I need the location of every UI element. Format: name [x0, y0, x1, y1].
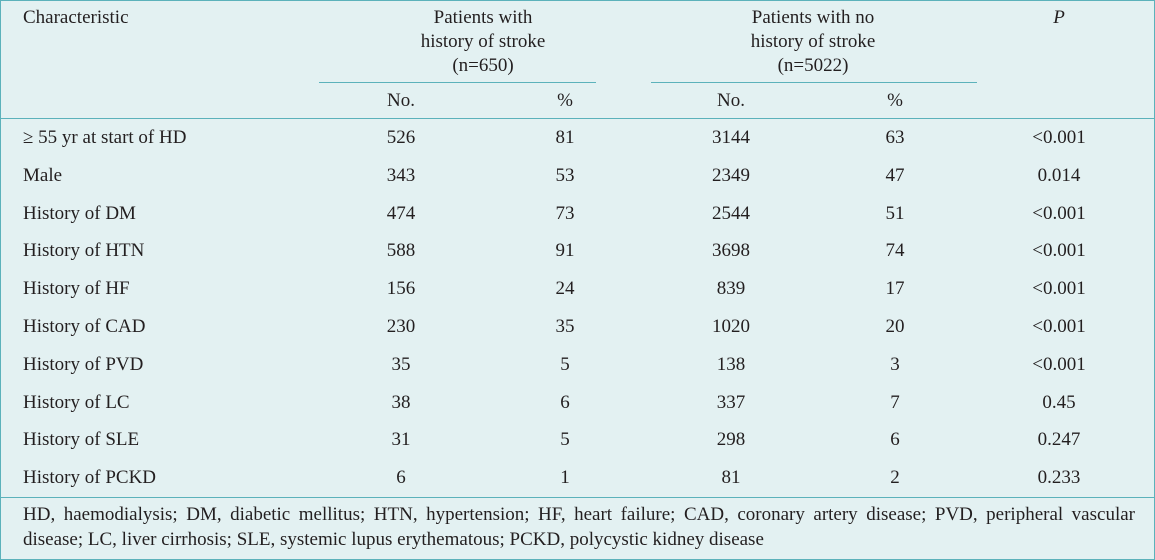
stroke-percent-cell: 81 — [555, 127, 575, 148]
no-stroke-percent-cell: 3 — [890, 353, 900, 375]
table-row: History of DM 474 73 2544 51 <0.001 — [1, 195, 1154, 233]
table-row: History of LC 38 6 337 7 0.45 — [1, 384, 1154, 422]
stroke-percent-cell: 73 — [555, 202, 575, 224]
stroke-percent-cell: 1 — [560, 467, 570, 489]
no-stroke-count-cell: 2349 — [712, 164, 750, 186]
no-stroke-percent-cell: 51 — [885, 202, 905, 224]
table-row: Male 343 53 2349 47 0.014 — [1, 157, 1154, 195]
no-stroke-count-cell: 2544 — [712, 202, 750, 224]
header-group-no-stroke-line2: history of stroke — [750, 31, 876, 52]
row-label-cell: History of PCKD — [23, 467, 157, 489]
stroke-percent-cell: 5 — [560, 429, 570, 451]
header-group-no-stroke: Patients with no history of stroke (n=50… — [661, 6, 965, 78]
p-value-cell: 0.247 — [1037, 429, 1081, 451]
row-label-cell: History of HF — [23, 278, 130, 300]
stroke-count-cell: 156 — [386, 278, 416, 300]
p-value-cell: <0.001 — [1032, 353, 1086, 375]
subheader-no-stroke-count: No. — [387, 90, 415, 111]
table-row: History of SLE 31 5 298 6 0.247 — [1, 421, 1154, 459]
p-value-cell: <0.001 — [1032, 127, 1086, 148]
p-value-cell: 0.233 — [1037, 467, 1081, 489]
stroke-count-cell: 38 — [391, 391, 411, 413]
table-bottom-rule — [1, 497, 1154, 498]
stroke-percent-cell: 53 — [555, 164, 575, 186]
row-label-cell: Male — [23, 164, 63, 186]
header-group-no-stroke-rule — [651, 82, 977, 83]
stroke-percent-cell: 35 — [555, 316, 575, 337]
header-group-stroke-line1: Patients with — [433, 7, 533, 28]
stroke-count-cell: 588 — [386, 240, 416, 262]
p-value-cell: <0.001 — [1032, 278, 1086, 300]
stroke-count-cell: 35 — [391, 353, 411, 375]
stroke-percent-cell: 24 — [555, 278, 575, 300]
table-footnote: HD, haemodialysis; DM, diabetic mellitus… — [23, 504, 1135, 550]
no-stroke-count-cell: 3698 — [712, 240, 750, 262]
header-bottom-rule — [1, 118, 1154, 119]
no-stroke-count-cell: 337 — [716, 391, 746, 413]
p-value-cell: <0.001 — [1032, 316, 1086, 337]
row-label-cell: History of DM — [23, 202, 136, 224]
table-row: History of HF 156 24 839 17 <0.001 — [1, 270, 1154, 308]
table-row: ≥ 55 yr at start of HD 526 81 3144 63 <0.001 — [1, 119, 1154, 157]
table-row: History of HTN 588 91 3698 74 <0.001 — [1, 232, 1154, 270]
row-label-cell: History of CAD — [23, 316, 146, 337]
no-stroke-count-cell: 1020 — [712, 316, 750, 337]
header-group-stroke-line3: (n=650) — [452, 55, 514, 76]
stroke-percent-cell: 91 — [555, 240, 575, 262]
no-stroke-count-cell: 3144 — [712, 127, 750, 148]
stroke-count-cell: 230 — [386, 316, 416, 337]
no-stroke-percent-cell: 7 — [890, 391, 900, 413]
subheader-no-stroke-group-percent: % — [887, 90, 903, 111]
row-label-cell: History of PVD — [23, 353, 144, 375]
header-group-no-stroke-line3: (n=5022) — [777, 55, 849, 76]
no-stroke-count-cell: 839 — [716, 278, 746, 300]
p-value-cell: 0.014 — [1037, 164, 1081, 186]
no-stroke-count-cell: 81 — [721, 467, 741, 489]
table-row: History of PCKD 6 1 81 2 0.233 — [1, 459, 1154, 497]
no-stroke-percent-cell: 6 — [890, 429, 900, 451]
no-stroke-percent-cell: 63 — [885, 127, 905, 148]
stroke-count-cell: 474 — [386, 202, 416, 224]
stroke-count-cell: 526 — [386, 127, 416, 148]
header-group-stroke-rule — [319, 82, 596, 83]
stroke-percent-cell: 5 — [560, 353, 570, 375]
no-stroke-percent-cell: 47 — [885, 164, 905, 186]
header-group-stroke: Patients with history of stroke (n=650) — [331, 6, 635, 78]
header-characteristic: Characteristic — [23, 7, 129, 28]
table-row: History of PVD 35 5 138 3 <0.001 — [1, 346, 1154, 384]
p-value-cell: <0.001 — [1032, 240, 1086, 262]
header-group-no-stroke-line1: Patients with no — [751, 7, 875, 28]
row-label-cell: History of HTN — [23, 240, 145, 262]
header-group-stroke-line2: history of stroke — [420, 31, 546, 52]
p-value-cell: <0.001 — [1032, 202, 1086, 224]
no-stroke-count-cell: 138 — [716, 353, 746, 375]
subheader-stroke-percent: % — [557, 90, 573, 111]
no-stroke-percent-cell: 20 — [885, 316, 905, 337]
stroke-percent-cell: 6 — [560, 391, 570, 413]
row-label-cell: History of LC — [23, 391, 130, 413]
no-stroke-percent-cell: 74 — [885, 240, 905, 262]
row-label-cell: History of SLE — [23, 429, 140, 451]
stroke-count-cell: 6 — [396, 467, 406, 489]
no-stroke-count-cell: 298 — [716, 429, 746, 451]
p-value-cell: 0.45 — [1042, 391, 1076, 413]
no-stroke-percent-cell: 2 — [890, 467, 900, 489]
header-p-value: P — [1053, 7, 1065, 28]
subheader-no-stroke-group-count: No. — [717, 90, 745, 111]
stroke-count-cell: 343 — [386, 164, 416, 186]
table-row: History of CAD 230 35 1020 20 <0.001 — [1, 308, 1154, 346]
no-stroke-percent-cell: 17 — [885, 278, 905, 300]
row-label-cell: ≥ 55 yr at start of HD — [23, 127, 187, 148]
stroke-count-cell: 31 — [391, 429, 411, 451]
